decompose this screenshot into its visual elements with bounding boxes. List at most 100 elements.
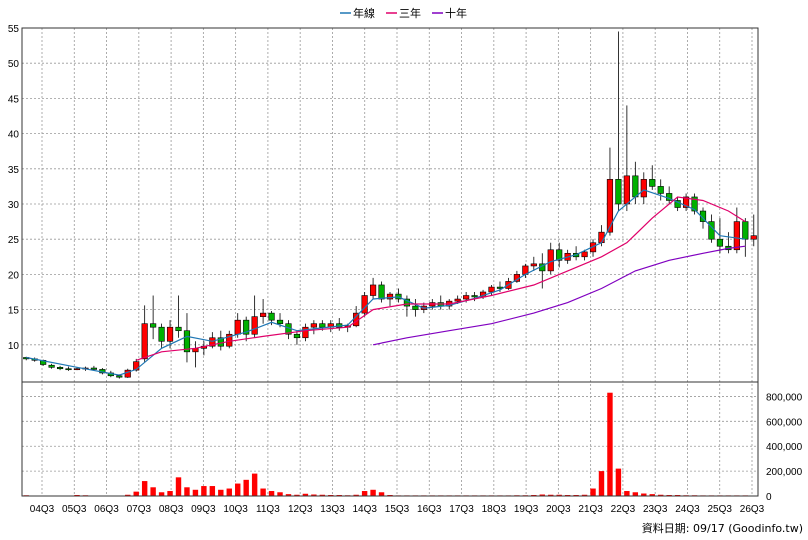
volume-axis: 0 200,000 400,000 600,000 800,000 xyxy=(766,392,803,503)
volume-bar xyxy=(615,468,622,496)
x-tick-label: 26Q3 xyxy=(740,504,765,515)
candle xyxy=(733,207,740,254)
candle xyxy=(386,292,394,307)
volume-bar xyxy=(624,491,630,496)
candle-body xyxy=(133,361,140,371)
volume-bar xyxy=(192,489,199,496)
volume-tick-label: 0 xyxy=(766,492,772,503)
x-tick-label: 05Q3 xyxy=(62,504,87,515)
candle-body xyxy=(691,196,698,212)
volume-bar xyxy=(590,488,596,496)
candle xyxy=(623,105,630,212)
candle-body xyxy=(260,312,267,317)
candle xyxy=(666,186,673,204)
candle-body xyxy=(141,323,148,360)
candle-body xyxy=(606,179,614,233)
candle xyxy=(200,341,207,356)
candle xyxy=(166,320,174,349)
x-tick-label: 24Q3 xyxy=(675,504,700,515)
volume-bar xyxy=(218,489,224,496)
candle-body xyxy=(581,251,588,258)
candle-body xyxy=(166,326,174,342)
candle xyxy=(141,305,148,363)
candle-body xyxy=(175,326,182,332)
candle xyxy=(437,295,444,310)
volume-bar xyxy=(201,486,207,496)
price-tick-label: 20 xyxy=(8,270,20,281)
candle xyxy=(606,147,614,236)
volume-bar xyxy=(184,487,190,496)
volume-bar xyxy=(167,491,173,496)
candle xyxy=(150,295,157,340)
ma-year-line xyxy=(26,189,746,376)
candle xyxy=(581,249,588,261)
volume-bar xyxy=(226,488,232,496)
volume-bar xyxy=(268,491,275,496)
price-tick-label: 25 xyxy=(8,235,20,246)
candle-body xyxy=(268,312,275,321)
candle xyxy=(369,277,377,300)
candle xyxy=(615,31,622,212)
volume-bar xyxy=(133,491,139,496)
candle-body xyxy=(463,295,470,300)
volume-bar xyxy=(175,477,182,496)
candle-body xyxy=(412,305,419,310)
candle-body xyxy=(209,337,216,347)
candle xyxy=(293,330,301,345)
candle-body xyxy=(116,375,123,378)
price-tick-label: 15 xyxy=(8,306,20,317)
candle xyxy=(725,232,732,254)
volume-bars xyxy=(23,392,749,497)
volume-bar xyxy=(361,491,368,496)
candle xyxy=(175,295,182,338)
candle-body xyxy=(234,319,241,335)
price-tick-label: 40 xyxy=(8,130,20,141)
candle xyxy=(683,193,690,212)
candle xyxy=(412,299,419,317)
candle-body xyxy=(158,326,165,342)
x-tick-label: 04Q3 xyxy=(30,504,55,515)
volume-bar xyxy=(598,471,605,496)
x-tick-label: 08Q3 xyxy=(159,504,184,515)
candle xyxy=(361,292,368,317)
candle-body xyxy=(454,298,461,302)
x-tick-label: 25Q3 xyxy=(707,504,732,515)
candle xyxy=(48,363,55,369)
volume-bar xyxy=(311,494,317,496)
candle xyxy=(251,295,258,338)
volume-bar xyxy=(581,494,588,496)
volume-bar xyxy=(277,492,283,496)
candle xyxy=(488,284,495,296)
candle-body xyxy=(56,367,64,370)
x-tick-label: 22Q3 xyxy=(611,504,636,515)
volume-bar xyxy=(209,486,216,496)
candle-body xyxy=(649,179,656,187)
volume-bar xyxy=(243,479,249,496)
candle xyxy=(403,295,411,317)
candle xyxy=(285,320,292,340)
volume-bar xyxy=(370,489,376,496)
candle-body xyxy=(471,295,478,298)
candle xyxy=(547,242,554,275)
candle-body xyxy=(623,175,630,205)
volume-bar xyxy=(158,492,165,496)
volume-bar xyxy=(607,392,613,496)
candle-body xyxy=(378,284,385,300)
volume-bar xyxy=(548,494,554,496)
candle-body xyxy=(733,221,740,251)
candle-body xyxy=(90,367,97,370)
price-axis: 10 15 20 25 30 35 40 45 50 55 xyxy=(8,24,20,352)
x-tick-label: 20Q3 xyxy=(546,504,571,515)
candle xyxy=(556,242,563,268)
grid xyxy=(22,27,758,497)
candle xyxy=(471,292,478,302)
candle-body xyxy=(251,316,258,335)
candle-body xyxy=(302,326,309,339)
moving-average-lines xyxy=(26,189,746,376)
candle-body xyxy=(556,249,563,261)
candle xyxy=(530,256,537,271)
chart-legend: 年線 三年 十年 xyxy=(340,6,467,20)
candle xyxy=(209,332,216,349)
volume-tick-label: 800,000 xyxy=(766,392,803,403)
